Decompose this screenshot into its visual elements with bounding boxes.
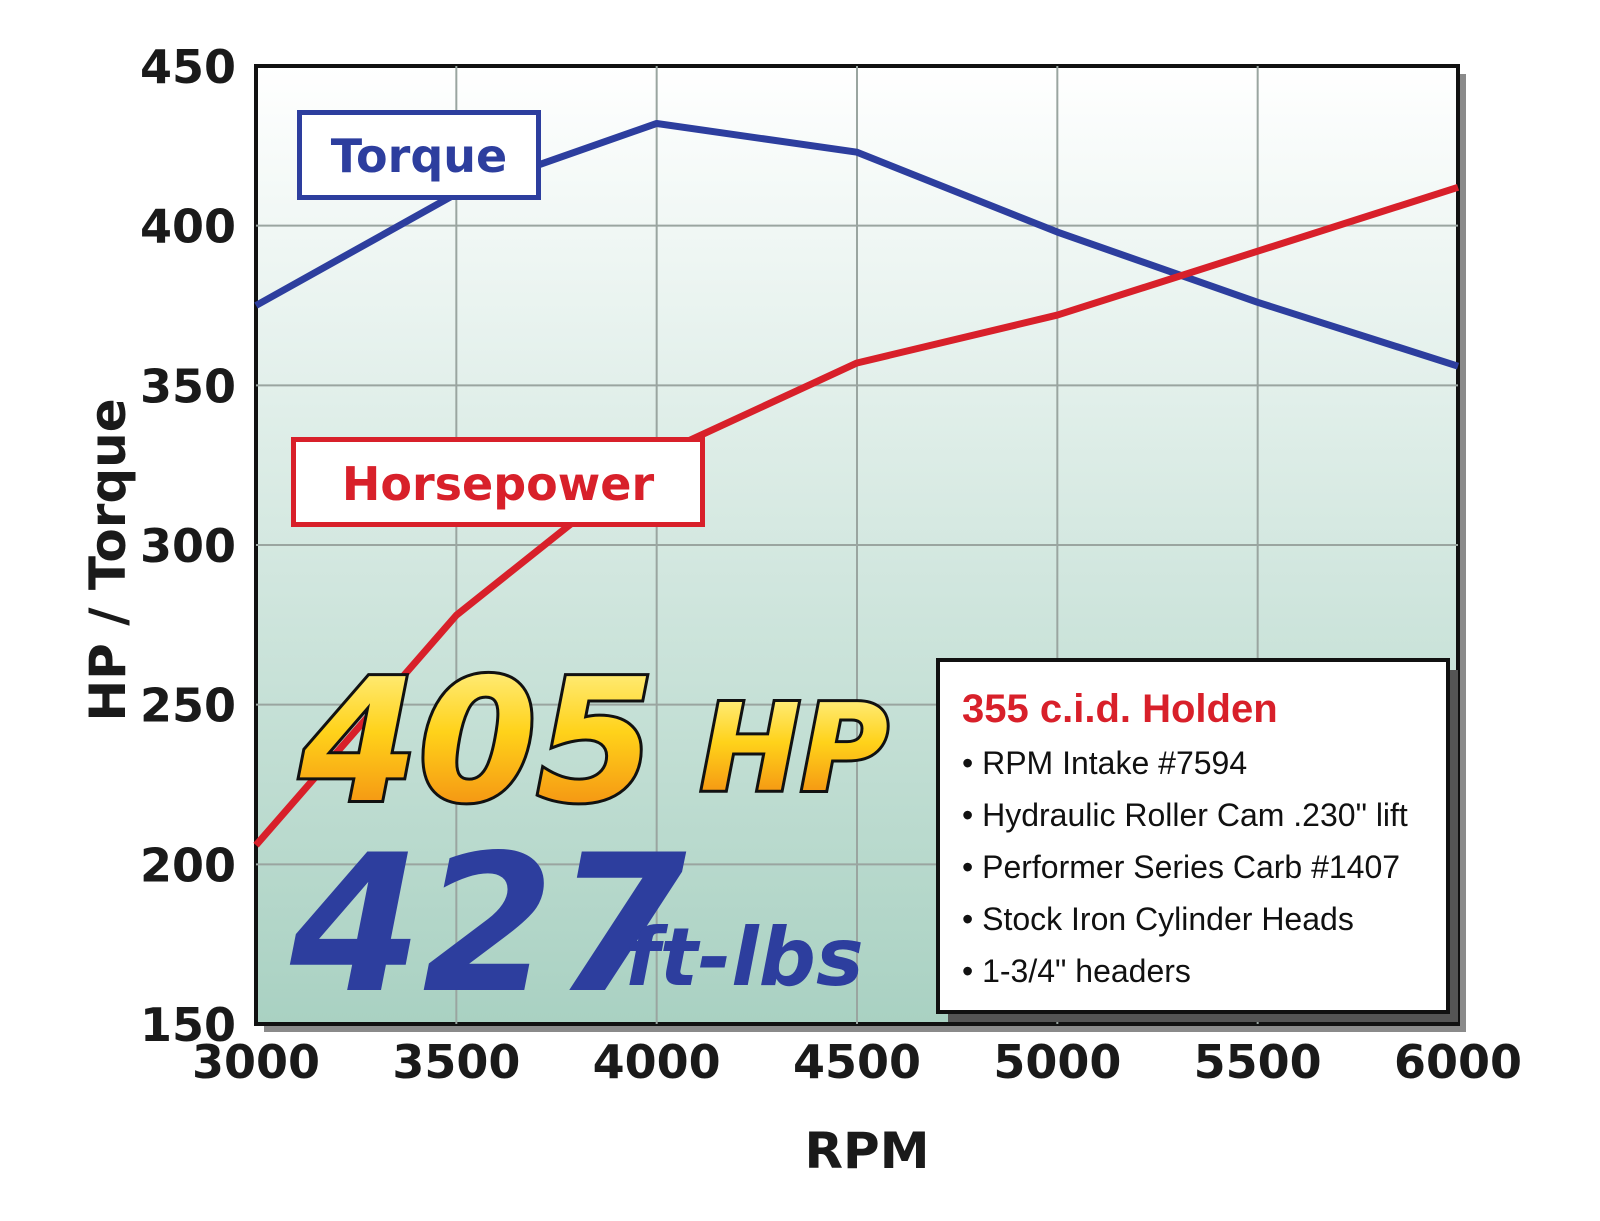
x-tick-label: 6000 [1394,1035,1522,1089]
spec-item: • Hydraulic Roller Cam .230" lift [962,797,1408,833]
y-tick-label: 300 [140,519,236,573]
tick-labels: 3000 3500 4000 4500 5000 5500 6000 450 400 350 300… [140,40,1522,1089]
legend-horsepower: Horsepower [342,457,655,511]
headline-torque: 427 ft-lbs [289,814,864,1035]
spec-box: 355 c.i.d. Holden • RPM Intake #7594 • H… [936,658,1458,1022]
x-tick-label: 5500 [1194,1035,1322,1089]
legend-torque: Torque [331,129,507,183]
headline-torque-value: 427 [289,814,687,1035]
series-line-horsepower [253,184,1460,848]
spec-item: • Stock Iron Cylinder Heads [962,901,1354,937]
y-tick-label: 450 [140,40,236,94]
y-tick-label: 400 [140,200,236,254]
headline-torque-unit: ft-lbs [625,911,864,1004]
y-axis-title: HP / Torque [79,398,137,721]
x-tick-label: 4000 [593,1035,721,1089]
torque-label-box: Torque [297,110,541,200]
x-tick-label: 3500 [392,1035,520,1089]
spec-item: • RPM Intake #7594 [962,745,1247,781]
x-tick-label: 4500 [793,1035,921,1089]
headline-hp-unit: HP [700,680,888,819]
x-tick-label: 5000 [993,1035,1121,1089]
x-tick-label: 3000 [192,1035,320,1089]
x-axis-title: RPM [805,1122,930,1180]
headline-hp-value: 405 [299,643,655,841]
y-tick-label: 350 [140,359,236,413]
y-tick-label: 150 [140,998,236,1052]
headline-hp: 405 HP [296,640,891,844]
y-tick-label: 200 [140,838,236,892]
y-tick-label: 250 [140,679,236,733]
spec-title: 355 c.i.d. Holden [962,687,1278,731]
spec-item: • Performer Series Carb #1407 [962,849,1400,885]
spec-item: • 1-3/4" headers [962,953,1191,989]
horsepower-label-box: Horsepower [291,437,705,527]
